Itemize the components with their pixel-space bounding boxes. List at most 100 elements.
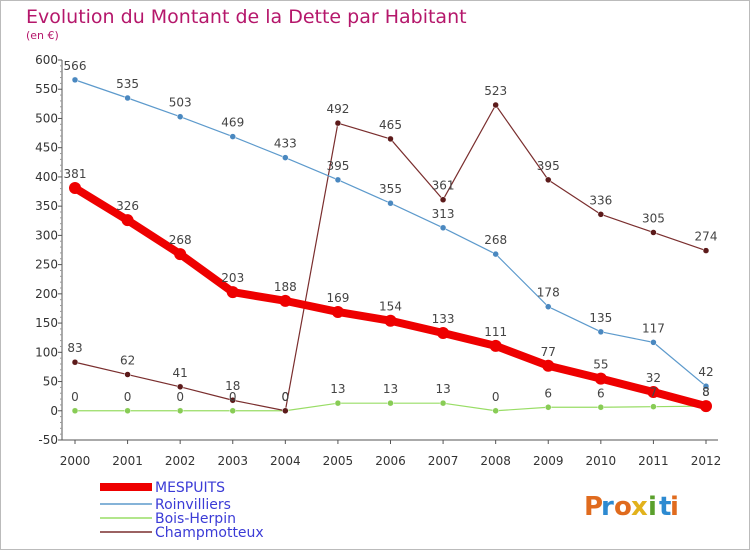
data-point-roinvilliers [71,76,79,84]
data-label-champmotteux: 395 [537,159,560,173]
data-point-mespuits [594,372,607,385]
data-point-champmotteux [650,229,657,236]
data-label-bois-herpin: 0 [492,390,500,404]
data-point-roinvilliers [492,250,499,258]
data-label-bois-herpin: 7 [650,386,658,400]
series-layer [69,76,712,415]
x-tick-label: 2000 [60,454,91,468]
legend-label-bois-herpin: Bois-Herpin [155,511,236,527]
logo-letter: o [614,492,632,522]
data-point-mespuits [489,339,502,352]
x-tick-label: 2005 [323,454,354,468]
data-label-mespuits: 154 [379,300,402,314]
y-tick-label: 150 [35,316,58,330]
data-point-bois-herpin [229,407,236,415]
data-point-roinvilliers [334,176,342,184]
data-label-bois-herpin: 8 [702,385,710,399]
data-point-champmotteux [282,407,289,415]
logo-letter: r [601,492,614,522]
data-label-champmotteux: 336 [589,193,612,207]
data-labels: 0 0 0 0 013 13 130 6 6 7 8836241180492465361523395… [64,59,718,404]
data-label-champmotteux: 492 [326,102,349,116]
data-point-roinvilliers [702,382,710,390]
logo-letter: P [584,492,603,522]
legend-label-roinvilliers: Roinvilliers [155,497,231,513]
x-tick-label: 2002 [165,454,196,468]
data-label-mespuits: 111 [484,325,507,339]
data-point-mespuits [226,286,239,299]
data-point-bois-herpin [176,407,184,415]
x-tick-label: 2011 [638,454,669,468]
y-tick-label: 350 [35,199,58,213]
data-label-mespuits: 188 [274,280,297,294]
data-point-roinvilliers [650,339,657,346]
data-point-roinvilliers [282,154,289,161]
data-label-roinvilliers: 313 [432,207,455,221]
chart-subtitle: (en €) [26,29,59,42]
data-point-roinvilliers [124,94,131,102]
x-tick-label: 2012 [691,454,722,468]
data-point-champmotteux [597,211,605,218]
data-label-roinvilliers: 535 [116,77,139,91]
y-tick-label: 400 [35,170,58,184]
legend-label-mespuits: MESPUITS [155,480,225,496]
data-label-roinvilliers: 268 [484,233,507,247]
data-point-roinvilliers [439,224,447,232]
data-point-mespuits [700,400,712,413]
data-label-roinvilliers: 355 [379,182,402,196]
data-label-roinvilliers: 395 [326,159,349,173]
data-label-champmotteux: 465 [379,118,402,132]
data-label-champmotteux: 62 [120,354,135,368]
data-point-champmotteux [492,101,499,109]
data-point-mespuits [384,314,397,327]
data-label-roinvilliers: 503 [169,96,192,110]
data-point-bois-herpin [334,399,342,407]
y-tick-label: 550 [35,82,58,96]
data-label-mespuits: 55 [593,358,608,372]
y-tick-label: 500 [35,111,58,125]
x-tick-label: 2010 [586,454,617,468]
data-label-bois-herpin: 0 [282,390,290,404]
data-label-champmotteux: 274 [695,230,718,244]
data-point-roinvilliers [387,199,394,207]
y-tick-label: 0 [50,404,58,418]
data-point-mespuits [542,359,555,372]
data-label-mespuits: 203 [221,271,244,285]
x-tick-label: 2007 [428,454,459,468]
y-tick-label: 250 [35,258,58,272]
data-point-champmotteux [176,383,184,391]
x-tick-label: 2009 [533,454,564,468]
data-label-roinvilliers: 469 [221,116,244,130]
logo-letter: i [648,492,657,522]
data-point-champmotteux [334,119,342,127]
y-tick-label: 600 [35,53,58,67]
data-label-champmotteux: 83 [67,341,82,355]
data-point-champmotteux [702,247,710,254]
logo-letter: t [659,492,671,522]
y-tick-label: 50 [43,375,58,389]
data-point-bois-herpin [650,403,657,410]
x-tick-label: 2006 [375,454,406,468]
data-point-roinvilliers [597,328,605,336]
y-tick-label: 100 [35,345,58,359]
data-label-roinvilliers: 42 [698,365,713,379]
y-tick-label: 450 [35,141,58,155]
data-label-roinvilliers: 433 [274,137,297,151]
data-label-mespuits: 8 [702,385,710,399]
data-point-bois-herpin [124,407,131,415]
x-tick-label: 2008 [480,454,511,468]
data-label-bois-herpin: 0 [176,390,184,404]
data-point-mespuits [174,248,187,261]
logo-letter: x [631,492,648,522]
data-label-mespuits: 32 [646,371,661,385]
data-label-champmotteux: 18 [225,379,240,393]
data-point-mespuits [279,294,292,307]
data-point-champmotteux [229,396,236,404]
data-label-roinvilliers: 566 [64,59,87,73]
data-label-champmotteux: 523 [484,84,507,98]
data-label-mespuits: 169 [326,291,349,305]
data-point-champmotteux [124,371,131,378]
data-point-bois-herpin [71,407,79,415]
data-label-bois-herpin: 13 [330,382,345,396]
data-label-roinvilliers: 178 [537,286,560,300]
